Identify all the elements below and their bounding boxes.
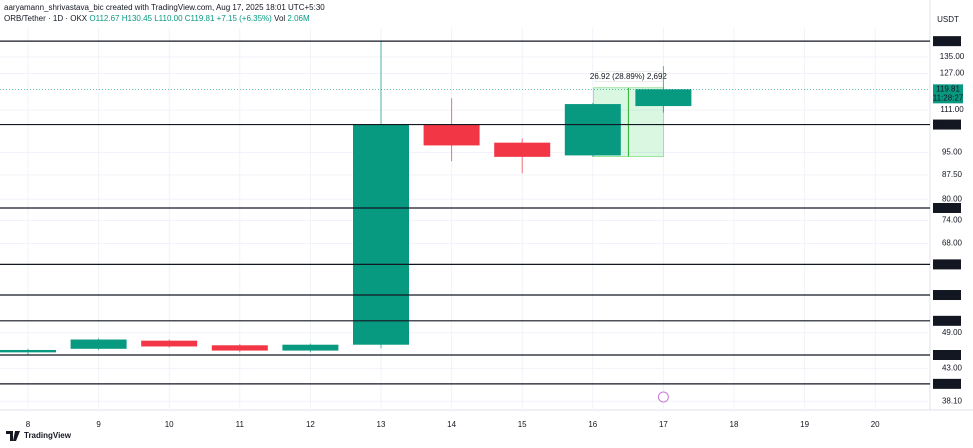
level-label-bg (933, 290, 961, 301)
x-tick-label: 20 (871, 420, 880, 429)
candle-body (282, 344, 339, 351)
legend: ORB/Tether · 1D · OKX O112.67 H130.45 L1… (4, 14, 310, 23)
level-label: 40.62 (937, 379, 958, 388)
y-tick-label: 80.00 (942, 194, 963, 203)
logo: TradingView (6, 431, 72, 441)
y-tick-label: 135.00 (940, 52, 965, 61)
candle-body (141, 340, 198, 347)
legend-symbol: ORB/Tether · 1D · OKX (4, 14, 88, 23)
logo-text: TradingView (24, 431, 72, 440)
level-label-bg (933, 349, 961, 360)
x-tick-label: 19 (800, 420, 809, 429)
candle-body (423, 124, 480, 146)
y-tick-label: 38.10 (942, 396, 963, 405)
last-price-label: 119.81 (936, 84, 960, 93)
legend-open: O112.67 (89, 14, 120, 23)
x-tick-label: 14 (447, 420, 456, 429)
level-label: 77.49 (937, 203, 958, 212)
x-tick-label: 11 (236, 420, 245, 429)
level-label: 56.29 (937, 290, 958, 299)
level-label: 105.27 (935, 120, 960, 129)
level-label-bg (933, 259, 961, 270)
level-label-bg (933, 315, 961, 326)
logo-icon (6, 431, 20, 441)
candle-body (70, 339, 127, 349)
y-tick-label: 49.00 (942, 328, 963, 337)
x-tick-label: 12 (306, 420, 315, 429)
level-label-bg (933, 378, 961, 389)
y-tick-label: 127.00 (940, 69, 965, 78)
level-label: 51.20 (937, 316, 958, 325)
y-tick-label: 111.00 (940, 105, 964, 114)
candle-body (564, 104, 621, 156)
candle-body (635, 89, 692, 107)
last-price-bg (933, 84, 963, 104)
level-label: 62.99 (937, 260, 958, 269)
x-tick-label: 13 (377, 420, 386, 429)
level-label: 143.01 (935, 36, 960, 45)
candle-body (211, 345, 268, 351)
candle-body (0, 349, 56, 353)
y-tick-label: 74.00 (942, 216, 963, 225)
y-tick-label: 43.00 (942, 363, 963, 372)
legend-high: H130.45 (122, 14, 153, 23)
x-tick-label: 15 (518, 420, 527, 429)
level-label-bg (933, 119, 961, 130)
legend-vol-label: Vol (274, 14, 285, 23)
countdown: 11:28:27 (933, 93, 964, 102)
legend-low: L110.00 (154, 14, 183, 23)
legend-vol: 2.06M (287, 14, 310, 23)
header: aaryamann_shrivastava_bic created with T… (4, 3, 325, 12)
level-label-bg (933, 202, 961, 213)
x-tick-label: 8 (26, 420, 31, 429)
x-tick-label: 10 (165, 420, 174, 429)
candle-body (494, 142, 551, 157)
x-tick-label: 16 (588, 420, 597, 429)
measure-label-bg (595, 71, 662, 83)
level-label: 45.16 (937, 350, 958, 359)
level-label-bg (933, 36, 961, 47)
legend-change: +7.15 (+6.35%) (217, 14, 272, 23)
x-tick-label: 9 (96, 420, 101, 429)
x-tick-label: 18 (730, 420, 739, 429)
currency: USDT (937, 15, 959, 24)
x-tick-label: 17 (659, 420, 668, 429)
y-tick-label: 68.00 (942, 239, 963, 248)
legend-close: C119.81 (185, 14, 215, 23)
measure-label: 26.92 (28.89%) 2,692 (590, 72, 667, 81)
y-tick-label: 95.00 (942, 148, 963, 157)
y-tick-label: 87.50 (942, 170, 963, 179)
candle-body (353, 124, 409, 345)
event-marker (657, 391, 669, 403)
